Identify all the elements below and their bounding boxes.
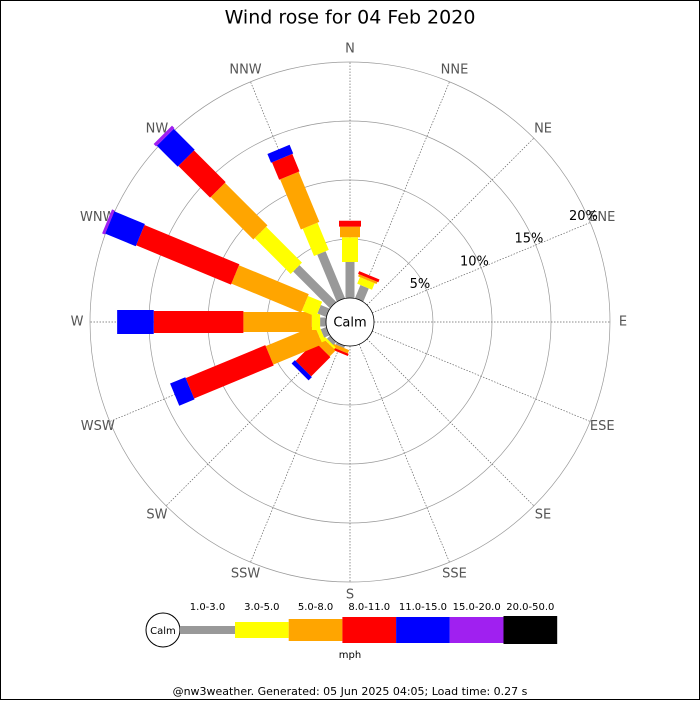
legend-label: 11.0-15.0 — [399, 602, 447, 613]
wind-bar-segment — [136, 224, 240, 285]
wind-bar-segment — [301, 295, 323, 317]
wind-bar-segment — [156, 128, 195, 167]
wind-bar-segment — [231, 265, 309, 313]
spoke — [372, 222, 591, 314]
legend-swatch — [235, 622, 289, 638]
direction-label: W — [71, 315, 84, 330]
direction-label: ENE — [589, 210, 615, 225]
wind-bar-segment — [326, 335, 337, 346]
wind-bar-segment — [295, 341, 331, 377]
wind-bar-segment — [340, 226, 360, 238]
direction-label: SE — [535, 508, 551, 523]
chart-title: Wind rose for 04 Feb 2020 — [225, 7, 476, 29]
legend-label: 1.0-3.0 — [190, 602, 225, 613]
legend-unit: mph — [339, 650, 361, 661]
spoke — [358, 81, 450, 300]
wind-bar-segment — [317, 251, 345, 302]
legend-label: 5.0-8.0 — [298, 602, 333, 613]
wind-bar-segment — [358, 271, 380, 283]
legend-label: 3.0-5.0 — [244, 602, 279, 613]
wind-bar-segment — [265, 325, 323, 365]
wind-bar-segment — [152, 124, 173, 145]
spoke — [366, 137, 535, 306]
direction-label: WSW — [81, 419, 115, 434]
wind-bar-segment — [117, 310, 154, 334]
wind-bar-segment — [302, 222, 329, 257]
legend-swatch — [449, 617, 504, 643]
wind-bar-segment — [105, 211, 145, 247]
spoke — [358, 344, 450, 563]
direction-label: WNW — [80, 210, 116, 225]
direction-label: S — [346, 588, 354, 603]
wind-bar-segment — [322, 336, 336, 350]
wind-bar-segment — [178, 150, 226, 198]
wind-bar-segment — [185, 345, 274, 399]
direction-label: SSE — [442, 567, 467, 582]
wind-bar-segment — [311, 314, 321, 330]
r-tick-label: 10% — [460, 254, 489, 269]
wind-bar-segment — [339, 220, 361, 227]
r-tick-label: 5% — [410, 277, 431, 292]
wind-bar-segment — [293, 265, 337, 309]
r-tick-label: 20% — [569, 209, 598, 224]
legend-label: 20.0-50.0 — [506, 602, 554, 613]
direction-label: NW — [146, 121, 169, 136]
calm-circle — [325, 297, 375, 347]
direction-label: NNW — [229, 62, 261, 77]
wind-bar-segment — [345, 262, 355, 298]
direction-label: SW — [146, 508, 167, 523]
direction-label: ESE — [590, 419, 615, 434]
legend-label: 15.0-20.0 — [453, 602, 501, 613]
direction-label: NE — [534, 121, 552, 136]
spoke — [366, 338, 535, 507]
wind-bar-segment — [280, 171, 320, 230]
wind-bar-segment — [170, 377, 195, 406]
wind-bar-segment — [320, 327, 330, 338]
wind-bar-segment — [358, 274, 378, 285]
footer: @nw3weather. Generated: 05 Jun 2025 04:0… — [173, 685, 528, 698]
r-tick-label: 15% — [514, 232, 543, 247]
legend-label: 8.0-11.0 — [348, 602, 390, 613]
spoke — [372, 330, 591, 422]
wind-bar-segment — [342, 237, 358, 263]
grid-ring — [89, 61, 611, 583]
calm-label: Calm — [333, 316, 366, 331]
wind-bar-segment — [153, 311, 244, 333]
wind-bar-segment — [210, 182, 268, 240]
wind-bar-segment — [355, 285, 369, 302]
wind-bar-segment — [357, 277, 375, 290]
wind-bar-segment — [267, 144, 294, 163]
direction-label: NNE — [441, 62, 469, 77]
wind-bar-segment — [291, 360, 312, 381]
wind-bar-segment — [329, 342, 350, 354]
wind-bar-segment — [271, 153, 300, 180]
legend-swatch — [180, 626, 235, 634]
legend-calm-label: Calm — [150, 626, 176, 637]
spoke — [250, 344, 342, 563]
legend-swatch — [396, 617, 450, 643]
wind-bar-segment — [102, 209, 115, 235]
wind-bar-segment — [320, 317, 326, 327]
wind-bar-segment — [254, 226, 302, 274]
wind-bar-segment — [335, 342, 345, 349]
legend-swatch — [503, 616, 558, 644]
legend-swatch — [288, 619, 343, 641]
wind-bar-segment — [153, 125, 175, 147]
wind-bar-segment — [315, 326, 326, 343]
wind-bar-segment — [243, 312, 312, 332]
legend-swatch — [342, 617, 397, 643]
direction-label: N — [345, 42, 355, 57]
direction-label: SSW — [231, 567, 261, 582]
direction-label: E — [619, 315, 627, 330]
wind-bar-segment — [317, 305, 330, 317]
